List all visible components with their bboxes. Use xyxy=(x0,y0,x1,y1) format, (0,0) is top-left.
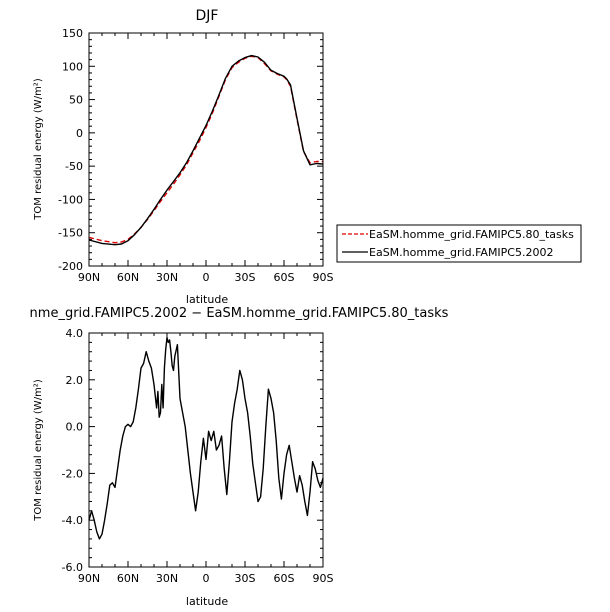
legend-label-1: EaSM.homme_grid.FAMIPC5.80_tasks xyxy=(369,228,574,241)
c2-ytick-label: 0.0 xyxy=(66,421,84,434)
chart-2-frame xyxy=(88,332,324,568)
c2-xtick-label: 30S xyxy=(235,572,256,585)
legend-box xyxy=(336,224,582,263)
c2-xtick-label: 0 xyxy=(203,572,210,585)
chart-1-xlabel: latitude xyxy=(186,293,228,306)
chart-djf: DJF 90N 60N 30N 0 30S 60S 90S 150 100 50 0 -50 -100 -… xyxy=(33,8,582,306)
c2-xtick-label: 30N xyxy=(156,572,178,585)
c1-series-1-line xyxy=(88,55,323,244)
c2-ytick-label: -2.0 xyxy=(62,467,83,480)
c1-ytick-label: -150 xyxy=(58,227,83,240)
c1-ytick-label: -50 xyxy=(65,160,83,173)
c1-xtick-label: 30N xyxy=(156,271,178,284)
c2-series-1-line xyxy=(88,337,324,540)
c1-xtick-label: 60N xyxy=(117,271,139,284)
c1-ytick-label: 100 xyxy=(62,60,83,73)
chart-1-frame xyxy=(88,32,324,267)
c1-ytick-label: 50 xyxy=(69,94,83,107)
c2-ytick-label: 2.0 xyxy=(66,374,84,387)
c2-ytick-label: 4.0 xyxy=(66,327,84,340)
chart-2-xlabel: latitude xyxy=(186,595,228,608)
c1-ytick-label: -100 xyxy=(58,193,83,206)
c2-xtick-label: 60S xyxy=(274,572,295,585)
c1-series-2-line xyxy=(88,54,324,246)
c1-xtick-label: 90S xyxy=(313,271,334,284)
chart-1-ylabel: TOM residual energy (W/m²) xyxy=(33,78,44,221)
c2-ytick-label: -6.0 xyxy=(62,561,83,574)
legend-label-2: EaSM.homme_grid.FAMIPC5.2002 xyxy=(369,246,553,259)
c2-xtick-label: 90S xyxy=(313,572,334,585)
chart-1-title: DJF xyxy=(196,8,219,24)
c1-xtick-label: 30S xyxy=(235,271,256,284)
c1-xtick-label: 90N xyxy=(78,271,100,284)
c1-ytick-label: 150 xyxy=(62,27,83,40)
c1-ytick-label: 0 xyxy=(76,127,83,140)
c1-xtick-label: 0 xyxy=(203,271,210,284)
c1-ytick-label: -200 xyxy=(58,260,83,273)
chart-2-title: nme_grid.FAMIPC5.2002 − EaSM.homme_grid.… xyxy=(30,306,449,321)
c1-xtick-label: 60S xyxy=(274,271,295,284)
c2-xtick-label: 90N xyxy=(78,572,100,585)
c2-xtick-label: 60N xyxy=(117,572,139,585)
chart-2-ylabel: TOM residual energy (W/m²) xyxy=(33,379,44,522)
c2-ytick-label: -4.0 xyxy=(62,514,83,527)
chart-1-legend: EaSM.homme_grid.FAMIPC5.80_tasks EaSM.ho… xyxy=(336,224,582,263)
chart-difference: nme_grid.FAMIPC5.2002 − EaSM.homme_grid.… xyxy=(30,306,449,608)
